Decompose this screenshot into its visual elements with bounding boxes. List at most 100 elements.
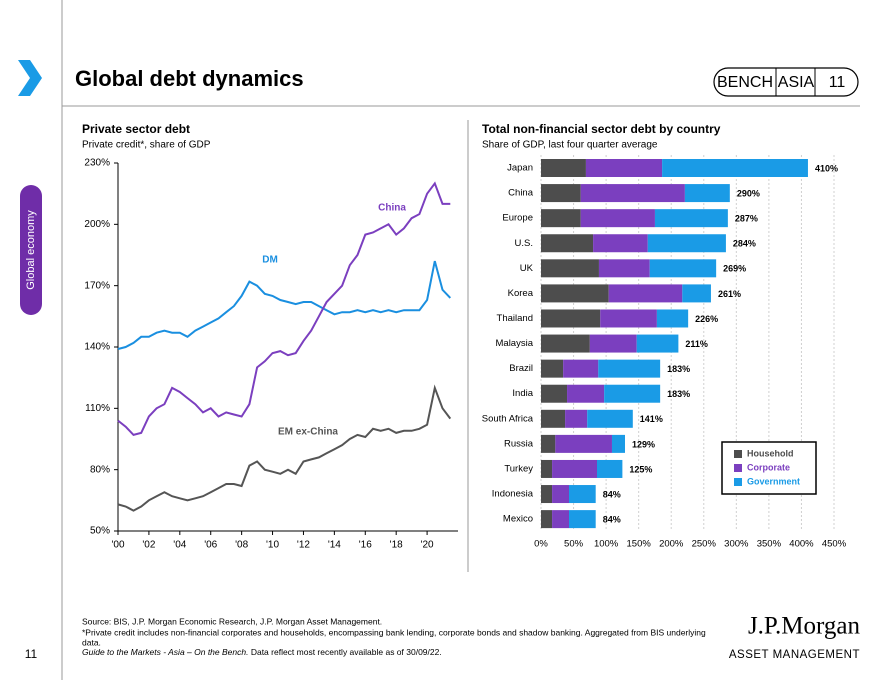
bar-segment bbox=[541, 409, 566, 428]
x-tick-label: '14 bbox=[328, 540, 341, 551]
series-label: EM ex-China bbox=[278, 427, 338, 438]
legend-label: Government bbox=[747, 476, 800, 486]
x-tick-label: 450% bbox=[822, 539, 847, 550]
series-label: DM bbox=[262, 255, 278, 266]
x-tick-label: '00 bbox=[111, 540, 124, 551]
bar-segment bbox=[682, 284, 711, 303]
page-number: 11 bbox=[25, 647, 38, 661]
legend-swatch bbox=[734, 478, 742, 486]
bar-segment bbox=[600, 309, 657, 328]
category-label: South Africa bbox=[482, 413, 534, 424]
chart-subtitle: Private credit*, share of GDP bbox=[82, 140, 211, 151]
legend-label: Corporate bbox=[747, 462, 790, 472]
total-label: 290% bbox=[737, 188, 760, 198]
bar-segment bbox=[585, 159, 663, 177]
total-label: 211% bbox=[685, 339, 708, 349]
footer-note: *Private credit includes non-financial c… bbox=[82, 627, 706, 637]
bar-segment bbox=[541, 459, 553, 478]
total-label: 141% bbox=[640, 414, 663, 424]
bar-segment bbox=[541, 159, 586, 177]
badge-text: BENCH bbox=[717, 74, 773, 91]
bar-segment bbox=[541, 485, 553, 504]
category-label: Russia bbox=[504, 438, 534, 449]
bar-segment bbox=[541, 384, 568, 403]
bar-segment bbox=[552, 485, 569, 504]
logo-brand: J.P.Morgan bbox=[748, 613, 861, 640]
bar-segment bbox=[555, 434, 612, 453]
bar-segment bbox=[589, 334, 637, 353]
category-label: Brazil bbox=[509, 363, 533, 374]
total-label: 261% bbox=[718, 289, 741, 299]
bar-segment bbox=[568, 510, 596, 529]
bar-segment bbox=[541, 334, 590, 353]
bar-segment bbox=[636, 334, 679, 353]
category-label: Indonesia bbox=[492, 489, 534, 500]
x-tick-label: '12 bbox=[297, 540, 310, 551]
x-tick-label: '02 bbox=[142, 540, 155, 551]
bar-segment bbox=[593, 234, 648, 253]
bar-segment bbox=[563, 359, 599, 378]
total-label: 226% bbox=[695, 314, 718, 324]
x-tick-label: 350% bbox=[757, 539, 782, 550]
x-tick-label: '16 bbox=[359, 540, 372, 551]
x-tick-label: 200% bbox=[659, 539, 684, 550]
total-label: 84% bbox=[603, 489, 621, 499]
bar-segment bbox=[598, 259, 650, 278]
x-tick-label: 50% bbox=[564, 539, 584, 550]
series-label: China bbox=[378, 203, 406, 214]
bar-segment bbox=[580, 209, 655, 228]
y-tick-label: 230% bbox=[84, 158, 110, 169]
bar-segment bbox=[541, 359, 564, 378]
total-label: 284% bbox=[733, 239, 756, 249]
category-label: India bbox=[512, 388, 533, 399]
bar-segment bbox=[565, 409, 588, 428]
y-tick-label: 170% bbox=[84, 280, 110, 291]
x-tick-label: 100% bbox=[594, 539, 619, 550]
logo-division: ASSET MANAGEMENT bbox=[729, 649, 860, 661]
bar-segment bbox=[541, 434, 556, 453]
bar-segment bbox=[541, 309, 601, 328]
chevron bbox=[18, 60, 42, 96]
category-label: Korea bbox=[508, 288, 534, 299]
category-label: China bbox=[508, 188, 534, 199]
footer-guide-italic: Guide to the Markets - Asia – On the Ben… bbox=[82, 647, 248, 657]
badge bbox=[713, 67, 859, 97]
badge-text: 11 bbox=[829, 74, 846, 91]
section-label: Global economy bbox=[25, 210, 37, 290]
total-label: 129% bbox=[632, 439, 655, 449]
total-label: 84% bbox=[603, 514, 621, 524]
category-label: U.S. bbox=[515, 238, 533, 249]
bar-segment bbox=[656, 309, 689, 328]
bar-segment bbox=[541, 184, 581, 203]
x-tick-label: 150% bbox=[627, 539, 652, 550]
x-tick-label: '08 bbox=[235, 540, 248, 551]
bar-segment bbox=[662, 159, 808, 177]
line-series bbox=[117, 181, 451, 437]
line-series bbox=[117, 384, 452, 512]
total-label: 410% bbox=[815, 163, 838, 173]
bar-segment bbox=[541, 259, 599, 278]
footer-guide: Guide to the Markets - Asia – On the Ben… bbox=[82, 647, 442, 657]
x-tick-label: 300% bbox=[724, 539, 749, 550]
x-tick-label: '18 bbox=[390, 540, 403, 551]
total-label: 183% bbox=[667, 364, 690, 374]
x-tick-label: 250% bbox=[692, 539, 717, 550]
badge-text: ASIA bbox=[778, 74, 815, 91]
bar-segment bbox=[647, 234, 726, 253]
bar-segment bbox=[608, 284, 683, 303]
y-tick-label: 80% bbox=[90, 464, 110, 475]
y-tick-label: 200% bbox=[84, 219, 110, 230]
bar-segment bbox=[552, 510, 569, 529]
page-title: Global debt dynamics bbox=[75, 66, 304, 91]
bar-segment bbox=[587, 409, 633, 428]
x-tick-label: '06 bbox=[204, 540, 217, 551]
x-tick-label: '20 bbox=[421, 540, 434, 551]
bar-segment bbox=[654, 209, 728, 228]
bar-segment bbox=[541, 209, 581, 228]
bar-segment bbox=[567, 384, 605, 403]
bar-segment bbox=[596, 459, 623, 478]
chart-title: Total non-financial sector debt by count… bbox=[482, 122, 721, 136]
bar-segment bbox=[541, 510, 553, 529]
bar-segment bbox=[611, 434, 625, 453]
